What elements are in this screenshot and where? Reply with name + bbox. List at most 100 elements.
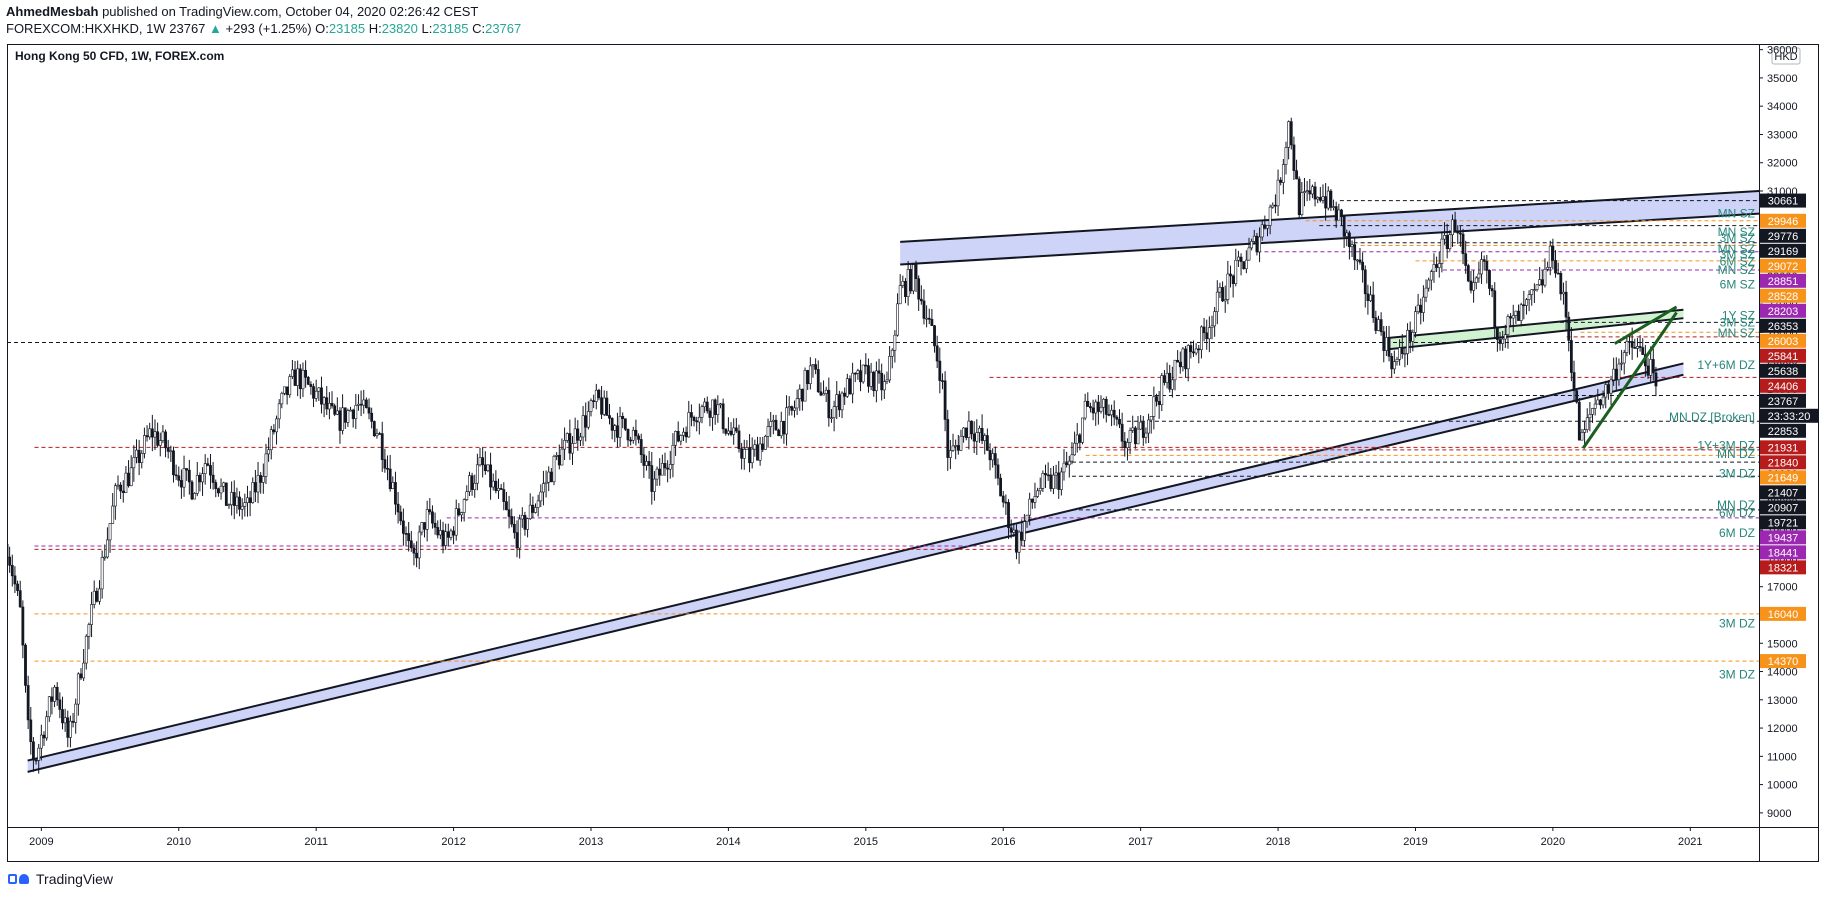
candle-body <box>1400 347 1404 354</box>
time-axis[interactable]: 2009 2010 2011 2012 2013 2014 2015 2016 2017 2018… <box>29 827 1703 848</box>
candle-body <box>568 433 572 454</box>
candle-body <box>682 431 685 436</box>
candle-body <box>1279 179 1283 183</box>
zone-label-8: 1Y SZ <box>1722 308 1755 322</box>
candle-body <box>518 518 522 549</box>
candle-body <box>803 370 807 402</box>
chart-area[interactable]: Hong Kong 50 CFD, 1W, FOREX.com HKD MN S… <box>5 44 1819 862</box>
candle-body <box>438 530 442 536</box>
candle-body <box>1110 409 1113 416</box>
level-tag-11 <box>1760 363 1806 378</box>
candle-body <box>1604 384 1608 398</box>
level-tag-label-18: 21407 <box>1768 487 1799 499</box>
candle-body <box>1329 190 1333 208</box>
candle-body <box>890 349 894 357</box>
candle-body <box>1141 421 1145 438</box>
candle-body <box>1493 290 1497 328</box>
candle-body <box>1559 273 1563 295</box>
candle-body <box>790 406 794 411</box>
channel-upper-line-1 <box>900 189 1760 243</box>
candle-body <box>1440 238 1444 264</box>
candle-body <box>1046 474 1050 477</box>
zone-label-20: 3M DZ <box>1719 667 1755 681</box>
price-chart[interactable]: Hong Kong 50 CFD, 1W, FOREX.com HKD MN S… <box>5 44 1819 862</box>
candle-body <box>1242 261 1246 270</box>
candle-body <box>486 464 490 471</box>
candle-body <box>235 496 239 506</box>
candle-body <box>148 428 152 438</box>
zone-label-5: 6M SZ <box>1720 255 1755 269</box>
candle-body <box>539 491 543 502</box>
candle-body <box>304 369 308 378</box>
candle-body <box>1303 191 1306 193</box>
candle-body <box>404 533 408 535</box>
candle-body <box>214 482 218 490</box>
level-tag-23 <box>1760 560 1806 575</box>
candle-body <box>750 448 754 464</box>
candle-body <box>465 491 469 500</box>
candle-body <box>880 373 884 391</box>
candle-body <box>1451 219 1454 236</box>
candle-body <box>557 454 561 466</box>
candle-body <box>317 387 321 392</box>
candle-body <box>113 485 117 507</box>
candle-body <box>806 370 810 384</box>
candle-body <box>645 461 648 466</box>
candle-body <box>626 429 630 441</box>
wedge-line-0 <box>1581 311 1678 450</box>
candle-body <box>1234 259 1238 285</box>
y-tick-label-2: 11000 <box>1767 751 1797 763</box>
candle-body <box>1173 359 1177 381</box>
level-tag-label-13: 23767 <box>1768 396 1799 408</box>
candle-body <box>1163 375 1166 383</box>
candle-body <box>90 604 93 625</box>
candle-body <box>748 447 751 464</box>
candle-body <box>1599 399 1602 406</box>
candle-body <box>980 428 984 441</box>
candle-body <box>1546 267 1549 270</box>
candle-body <box>1133 427 1137 445</box>
candle-body <box>893 334 897 351</box>
candle-body <box>325 397 329 410</box>
level-tag-label-4: 29072 <box>1768 261 1799 273</box>
candle-body <box>219 485 223 494</box>
author-name[interactable]: AhmedMesbah <box>6 4 99 19</box>
candle-body <box>732 427 736 435</box>
candle-body <box>758 443 762 461</box>
candle-body <box>771 419 775 422</box>
level-tag-0 <box>1760 193 1806 208</box>
candle-body <box>21 606 25 646</box>
candle-body <box>217 488 220 494</box>
currency-badge[interactable] <box>1771 47 1801 65</box>
candle-body <box>877 370 881 374</box>
candle-body <box>1591 408 1594 415</box>
candle-body <box>50 696 54 702</box>
candle-body <box>1030 498 1034 503</box>
level-tag-label-15: 21931 <box>1768 442 1799 454</box>
candle-body <box>975 432 979 442</box>
candle-body <box>396 503 400 513</box>
zone-label-1: MN SZ <box>1718 225 1755 239</box>
candle-body <box>1432 264 1436 272</box>
candle-body <box>1498 339 1502 344</box>
candle-body <box>158 440 162 446</box>
candle-body <box>1490 288 1494 292</box>
price-axis[interactable]: 9000100001100012000130001400015000160001… <box>1759 45 1818 820</box>
tradingview-logo[interactable]: TradingView <box>8 870 113 888</box>
candle-body <box>1398 347 1402 360</box>
candle-body <box>623 418 627 430</box>
candle-body <box>1205 332 1209 340</box>
candle-body <box>288 376 292 396</box>
symbol-name[interactable]: FOREXCOM:HKXHKD, 1W <box>6 21 166 36</box>
candle-body <box>1403 353 1407 355</box>
candle-body <box>1189 345 1193 353</box>
level-tag-10 <box>1760 348 1806 363</box>
candle-body <box>386 467 389 470</box>
candle-body <box>1332 206 1335 208</box>
candle-body <box>71 720 75 723</box>
candle-body <box>1625 341 1629 353</box>
candle-body <box>1202 326 1206 334</box>
candle-body <box>1361 261 1365 271</box>
candle-body <box>991 453 995 461</box>
candle-body <box>708 410 712 418</box>
